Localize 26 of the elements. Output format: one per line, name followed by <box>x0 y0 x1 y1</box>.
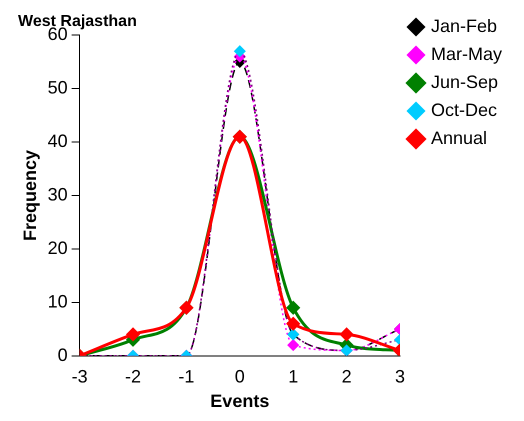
y-tick-label: 0 <box>58 344 68 365</box>
y-tick-label: 10 <box>48 291 68 312</box>
x-axis-title: Events <box>210 391 270 412</box>
y-tick-label: 20 <box>48 238 68 258</box>
legend-label: Jan-Feb <box>431 16 498 36</box>
y-tick-label: 50 <box>48 78 68 98</box>
x-tick-label: 0 <box>234 366 245 387</box>
point <box>126 328 140 341</box>
point <box>287 339 299 351</box>
y-axis-title: Frequency <box>20 150 40 242</box>
x-tick-label: 1 <box>288 366 298 387</box>
point <box>286 301 300 314</box>
x-tick-label: 2 <box>342 366 352 387</box>
y-tick-label: 40 <box>48 131 68 152</box>
x-tick-label: -1 <box>178 366 194 387</box>
y-tick-label: 30 <box>48 184 68 204</box>
legend-label: Jun-Sep <box>431 72 498 92</box>
point <box>286 317 300 330</box>
legend-label: Oct-Dec <box>431 100 498 120</box>
x-tick-label: -2 <box>125 366 142 387</box>
x-tick-label: 3 <box>394 366 406 387</box>
legend-label: Annual <box>431 128 488 148</box>
legend-label: Mar-May <box>431 44 502 64</box>
point <box>234 45 246 57</box>
point <box>340 328 354 341</box>
x-tick-label: -3 <box>72 366 88 387</box>
